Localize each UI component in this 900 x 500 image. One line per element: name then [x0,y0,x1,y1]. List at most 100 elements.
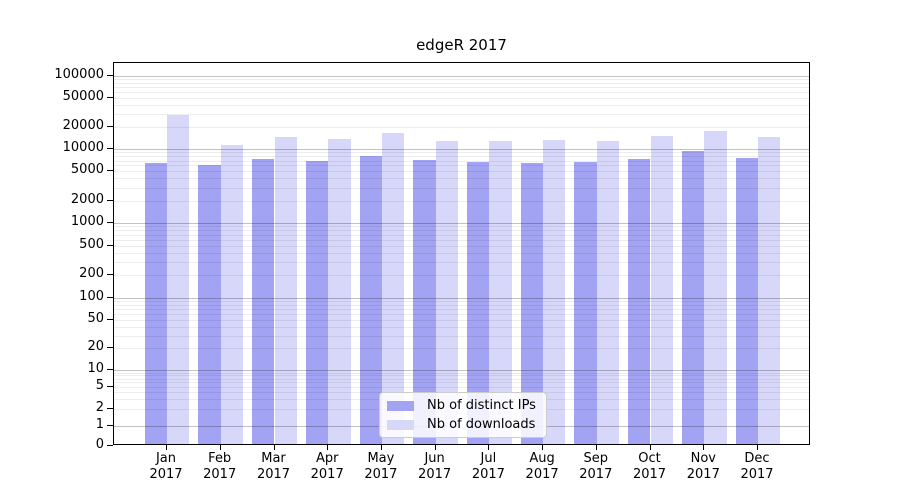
y-tick-mark [107,408,113,410]
bar-downloads-jan [167,114,190,444]
y-tick-mark [107,244,113,246]
x-tick-mark [327,445,329,450]
bar-downloads-jul [489,140,512,444]
y-tick-label: 1000 [70,214,104,229]
bar-distinct-ips-oct [628,158,651,444]
y-tick-label: 100 [79,289,104,304]
y-tick-mark [107,222,113,223]
x-tick-label: Mar 2017 [256,451,291,482]
y-tick-label: 0 [95,437,104,452]
gridline [114,105,809,106]
x-tick-label: Aug 2017 [525,451,559,482]
bar-downloads-oct [650,135,673,444]
x-tick-label: Feb 2017 [203,451,237,482]
x-tick-label: Apr 2017 [310,451,344,482]
y-tick-label: 2 [95,400,104,416]
x-tick-mark [219,445,221,450]
y-tick-mark [107,97,113,98]
y-tick-mark [107,445,113,446]
gridline [114,76,809,77]
x-tick-label: Jul 2017 [471,451,505,482]
plot-area [113,62,810,445]
x-tick-mark [595,445,597,450]
bar-distinct-ips-may [359,156,382,444]
bar-distinct-ips-jul [467,161,490,444]
bar-downloads-may [381,133,405,444]
y-tick-label: 500 [79,236,104,252]
x-tick-mark [757,445,758,450]
legend-swatch-downloads [387,419,414,430]
bar-distinct-ips-aug [520,162,544,444]
bar-distinct-ips-jun [413,160,436,444]
gridline [114,92,809,94]
y-tick-mark [107,148,113,149]
gridline [114,114,809,116]
x-tick-mark [166,445,167,450]
y-tick-label: 20000 [62,118,104,133]
y-tick-label: 20 [87,339,104,355]
bar-downloads-jun [435,140,458,444]
gridline [114,98,809,99]
bar-distinct-ips-dec [735,157,758,444]
legend-row: Nb of distinct IPs [387,398,536,413]
legend-swatch-distinct-ips [387,400,414,411]
y-tick-mark [107,199,113,201]
legend: Nb of distinct IPs Nb of downloads [379,392,547,438]
bar-distinct-ips-feb [198,165,221,444]
bar-downloads-dec [758,137,781,444]
y-tick-mark [107,318,113,320]
y-tick-label: 1 [95,417,104,432]
x-tick-mark [542,445,544,450]
x-tick-label: Oct 2017 [632,451,667,482]
x-tick-label: Nov 2017 [686,451,720,482]
y-tick-mark [107,297,113,298]
bar-downloads-mar [274,137,297,444]
y-tick-mark [107,369,113,370]
gridline [114,127,809,128]
bar-downloads-feb [220,144,244,444]
y-tick-mark [107,75,113,76]
bar-distinct-ips-nov [681,151,705,444]
x-tick-mark [649,445,651,450]
bar-distinct-ips-mar [252,158,275,444]
gridline [114,83,809,85]
y-tick-label: 5000 [70,162,104,178]
y-tick-mark [107,347,113,349]
y-tick-label: 50 [87,310,104,326]
gridline [114,79,809,81]
y-tick-mark [107,274,113,276]
y-tick-mark [107,170,113,172]
y-tick-mark [107,385,113,387]
x-tick-label: Jun 2017 [418,451,452,482]
y-tick-label: 2000 [70,191,104,207]
x-tick-mark [703,445,705,450]
y-tick-label: 10000 [62,140,104,155]
legend-label-distinct-ips: Nb of distinct IPs [427,398,536,413]
chart-title: edgeR 2017 [416,36,507,54]
bar-distinct-ips-jan [144,163,167,444]
bar-distinct-ips-sep [574,162,597,444]
x-tick-mark [273,445,275,450]
bar-downloads-aug [543,139,566,444]
legend-row: Nb of downloads [387,417,536,432]
bar-downloads-sep [596,141,620,444]
y-tick-label: 5 [95,377,104,393]
x-tick-label: Jan 2017 [149,451,183,482]
gridline [114,87,809,89]
y-tick-mark [107,425,113,426]
bar-downloads-nov [704,131,727,444]
y-tick-label: 100000 [54,67,104,82]
x-tick-label: May 2017 [364,451,398,482]
x-tick-mark [434,445,436,450]
y-tick-label: 200 [79,266,104,282]
x-tick-label: Dec 2017 [740,451,774,482]
y-tick-label: 50000 [62,89,104,104]
x-tick-mark [488,445,490,450]
y-tick-mark [107,126,113,127]
y-tick-label: 10 [87,361,104,376]
x-tick-label: Sep 2017 [579,451,613,482]
x-tick-mark [380,445,382,450]
bar-distinct-ips-apr [305,160,329,444]
legend-label-downloads: Nb of downloads [427,417,536,432]
